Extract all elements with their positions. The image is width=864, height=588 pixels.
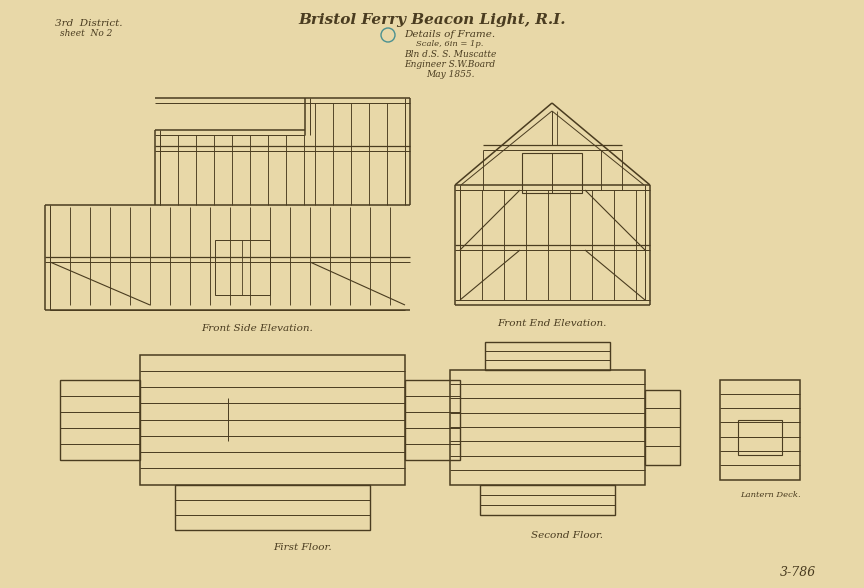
Bar [485,342,610,370]
Text: Second Floor.: Second Floor. [531,530,603,540]
Bar [175,485,370,530]
Text: Front End Elevation.: Front End Elevation. [498,319,607,328]
Bar [645,390,680,465]
Bar [140,355,405,485]
Bar [60,380,140,460]
Text: Front Side Elevation.: Front Side Elevation. [201,323,313,332]
Text: Lantern Deck.: Lantern Deck. [740,491,800,499]
Bar [720,380,800,480]
Text: sheet  No 2: sheet No 2 [60,28,112,38]
Text: 3rd  District.: 3rd District. [55,18,123,28]
Text: First Floor.: First Floor. [273,543,331,553]
Text: Bristol Ferry Beacon Light, R.I.: Bristol Ferry Beacon Light, R.I. [298,13,566,27]
Bar [450,370,645,485]
Bar [738,420,782,455]
Bar [480,485,615,515]
Text: Bln d.S. S. Muscatte: Bln d.S. S. Muscatte [403,49,496,58]
Text: Scale, 6in = 1p.: Scale, 6in = 1p. [416,40,484,48]
Text: 3-786: 3-786 [780,566,816,579]
Text: Engineer S.W.Board: Engineer S.W.Board [404,59,496,68]
Bar [405,380,460,460]
Text: Details of Frame.: Details of Frame. [404,29,496,38]
Text: May 1855.: May 1855. [426,69,474,79]
Bar [215,240,270,295]
Bar [522,153,582,193]
